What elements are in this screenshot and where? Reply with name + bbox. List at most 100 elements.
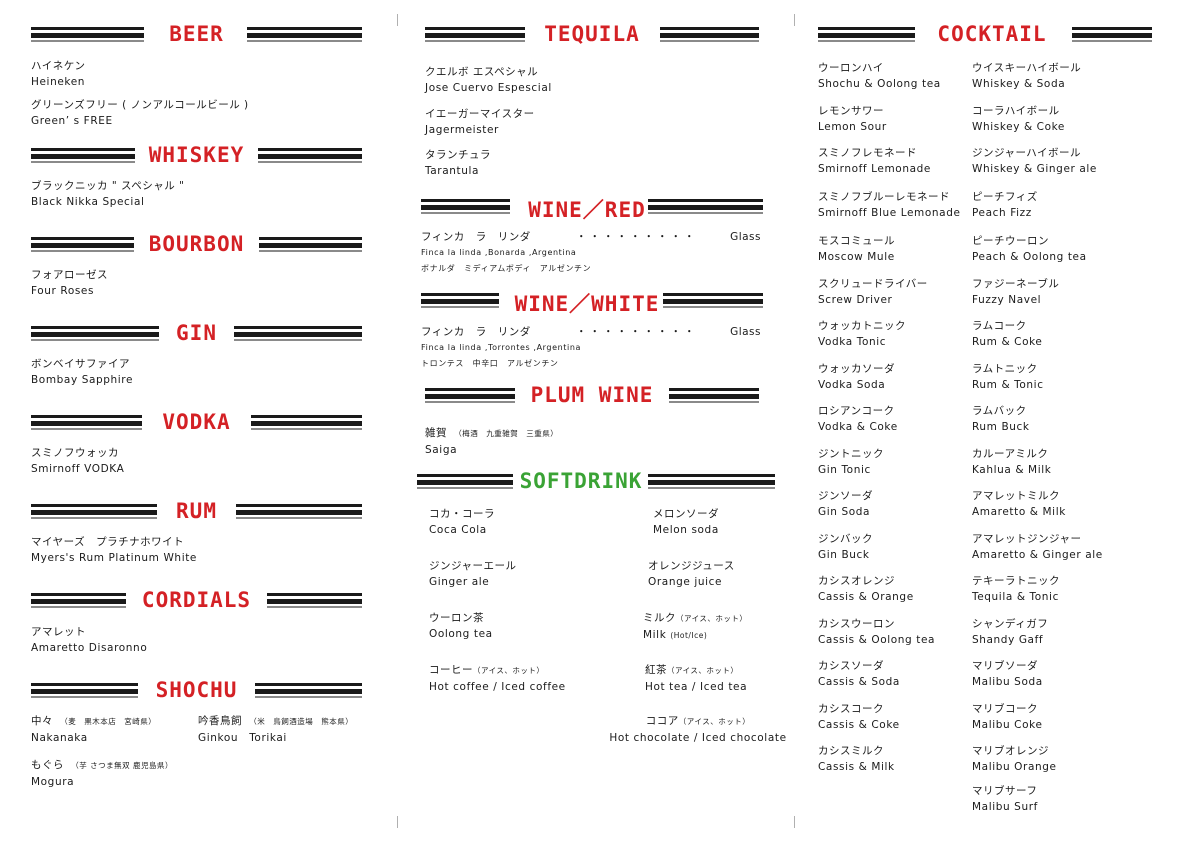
item-name-en: Jagermeister (425, 124, 499, 136)
item-name-en: Tequila & Tonic (972, 591, 1059, 603)
item-name-jp: ピーチウーロン (972, 235, 1049, 247)
heading-bars (31, 237, 134, 252)
item-name-en: Gin Soda (818, 506, 871, 518)
section-title: SOFTDRINK (519, 469, 643, 493)
item-name-jp: テキーラトニック (972, 575, 1060, 587)
item-name-en: Moscow Mule (818, 251, 895, 263)
item-name-en: Cassis & Oolong tea (818, 634, 936, 646)
item-name-en: Smirnoff VODKA (31, 463, 125, 475)
section-title: GIN (176, 321, 217, 345)
item-name-en: Mogura (31, 776, 75, 788)
item-name-en: Green’ s FREE (31, 115, 113, 127)
rum-heading: RUM (31, 499, 362, 526)
fold-mark (397, 816, 398, 828)
cocktail-item: カシスオレンジ Cassis & Orange (818, 573, 914, 605)
item-name-en: Rum & Tonic (972, 379, 1044, 391)
leader-dots: ・・・・・・・・・ (576, 326, 698, 338)
bourbon-heading: BOURBON (31, 232, 362, 259)
cordials-heading: CORDIALS (31, 588, 362, 615)
menu-item: ミルク（アイス、ホット） Milk (Hot/Ice) (643, 610, 747, 644)
item-name-jp: 中々 （麦 黒木本店 宮崎県） (31, 715, 157, 727)
wine-white-heading: WINE／WHITE (421, 291, 763, 316)
heading-bars (421, 293, 499, 308)
item-name-jp: マリブソーダ (972, 660, 1038, 672)
section-title: BOURBON (148, 232, 245, 256)
item-name-en: Whiskey & Coke (972, 121, 1065, 133)
heading-bars (31, 504, 157, 519)
item-name-jp: フォアローゼス (31, 269, 108, 281)
item-name-jp: スミノフウォッカ (31, 447, 119, 459)
cocktail-item: ラムバック Rum Buck (972, 403, 1030, 435)
leader-dots: ・・・・・・・・・ (576, 231, 698, 243)
item-name-en: Malibu Orange (972, 761, 1057, 773)
cocktail-item: アマレットミルク Amaretto & Milk (972, 488, 1066, 520)
item-name-jp: コカ・コーラ (429, 508, 495, 520)
heading-bars (31, 148, 135, 163)
item-name-jp: マリブサーフ (972, 785, 1038, 797)
cocktail-item: ウォッカソーダ Vodka Soda (818, 361, 895, 393)
gin-heading: GIN (31, 321, 362, 348)
menu-item: ジンジャーエール Ginger ale (429, 558, 516, 590)
section-title: WINE／RED (528, 198, 646, 222)
cocktail-item: コーラハイボール Whiskey & Coke (972, 103, 1065, 135)
item-name-jp: スクリュードライバー (818, 278, 928, 290)
item-name-jp: ウイスキーハイボール (972, 62, 1082, 74)
item-name-jp: スミノフレモネード (818, 147, 917, 159)
heading-bars (236, 504, 362, 519)
heading-bars (267, 593, 362, 608)
item-name-jp: レモンサワー (818, 105, 884, 117)
item-name-jp: ジンソーダ (818, 490, 873, 502)
cocktail-item: ウーロンハイ Shochu & Oolong tea (818, 60, 941, 92)
item-name-en: Shochu & Oolong tea (818, 78, 941, 90)
section-title: RUM (176, 499, 217, 523)
whiskey-heading: WHISKEY (31, 143, 362, 170)
item-name-jp: ファジーネーブル (972, 278, 1060, 290)
cocktail-item: カシスソーダ Cassis & Soda (818, 658, 900, 690)
item-name-jp: ラムトニック (972, 363, 1038, 375)
item-name-jp: ジントニック (818, 448, 884, 460)
item-name-jp: マリブコーク (972, 703, 1038, 715)
item-name-en: Vodka Soda (818, 379, 886, 391)
item-name-en: Oolong tea (429, 628, 493, 640)
cocktail-item: スクリュードライバー Screw Driver (818, 276, 928, 308)
cocktail-item: マリブサーフ Malibu Surf (972, 783, 1038, 815)
item-name-jp: グリーンズフリー ( ノンアルコールビール ) (31, 99, 249, 111)
item-name-en: Whiskey & Soda (972, 78, 1066, 90)
item-name-en: Heineken (31, 76, 86, 88)
item-name-en: Myers's Rum Platinum White (31, 552, 197, 564)
item-name-jp: カシスミルク (818, 745, 884, 757)
menu-item: ブラックニッカ " スペシャル " Black Nikka Special (31, 178, 184, 210)
cocktail-item: スミノフブルーレモネード Smirnoff Blue Lemonade (818, 189, 961, 221)
menu-item: アマレット Amaretto Disaronno (31, 624, 147, 656)
cocktail-item: カシスミルク Cassis & Milk (818, 743, 895, 775)
cocktail-item: ピーチフィズ Peach Fizz (972, 189, 1038, 221)
item-name-en: Malibu Surf (972, 801, 1038, 813)
item-name-jp: フィンカ ラ リンダ ・・・・・・・・・ Glass (421, 231, 761, 243)
menu-item: メロンソーダ Melon soda (653, 506, 719, 538)
item-name-en: Jose Cuervo Espescial (425, 82, 552, 94)
item-name-jp: ラムバック (972, 405, 1027, 417)
item-name-en: Peach Fizz (972, 207, 1032, 219)
item-name-en: Tarantula (425, 165, 480, 177)
item-description: ボナルダ ミディアムボディ アルゼンチン (421, 264, 592, 273)
item-name-jp: ピーチフィズ (972, 191, 1038, 203)
item-note: (Hot/Ice) (670, 631, 708, 640)
item-name-jp: タランチュラ (425, 149, 491, 161)
item-name-en: Screw Driver (818, 294, 893, 306)
item-name-en: Finca la linda ,Torrontes ,Argentina (421, 343, 581, 352)
item-name-jp: スミノフブルーレモネード (818, 191, 950, 203)
cocktail-item: カルーアミルク Kahlua & Milk (972, 446, 1051, 478)
heading-bars (425, 388, 515, 403)
item-note: （米 鳥飼酒造場 熊本県） (253, 717, 354, 726)
item-name-jp: カルーアミルク (972, 448, 1049, 460)
heading-bars (234, 326, 362, 341)
item-name-jp: ウーロンハイ (818, 62, 884, 74)
item-name-jp: ウォッカトニック (818, 320, 906, 332)
item-name-en: Shandy Gaff (972, 634, 1044, 646)
fold-mark (794, 14, 795, 26)
item-name-en: Vodka Tonic (818, 336, 887, 348)
cocktail-item: カシスウーロン Cassis & Oolong tea (818, 616, 935, 648)
cocktail-item: マリブソーダ Malibu Soda (972, 658, 1043, 690)
item-name-jp: カシスオレンジ (818, 575, 895, 587)
item-name-jp: 吟香鳥飼 （米 鳥飼酒造場 熊本県） (198, 715, 354, 727)
